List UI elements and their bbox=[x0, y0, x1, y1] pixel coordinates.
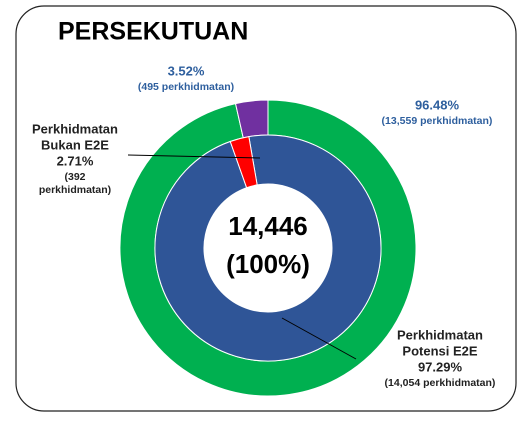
segment-name: Potensi E2E bbox=[402, 343, 477, 358]
count-label: (14,054 perkhidmatan) bbox=[385, 377, 496, 389]
center-label: 14,446 bbox=[228, 211, 308, 241]
segment-name: Perkhidmatan bbox=[397, 327, 483, 342]
center-hole bbox=[204, 184, 332, 312]
value-label: 2.71% bbox=[57, 153, 94, 168]
count-label: perkhidmatan) bbox=[39, 184, 111, 196]
value-label: 96.48% bbox=[415, 97, 460, 112]
value-label: 3.52% bbox=[168, 63, 205, 78]
leader-line bbox=[127, 154, 261, 159]
value-label: 97.29% bbox=[418, 359, 463, 374]
count-label: (13,559 perkhidmatan) bbox=[382, 115, 493, 127]
count-label: (392 bbox=[64, 171, 85, 183]
segment-name: Perkhidmatan bbox=[32, 121, 118, 136]
center-label: (100%) bbox=[226, 249, 310, 279]
segment-name: Bukan E2E bbox=[41, 137, 109, 152]
leader-line bbox=[281, 317, 357, 360]
count-label: (495 perkhidmatan) bbox=[138, 81, 234, 93]
chart-title: PERSEKUTUAN bbox=[58, 18, 248, 46]
